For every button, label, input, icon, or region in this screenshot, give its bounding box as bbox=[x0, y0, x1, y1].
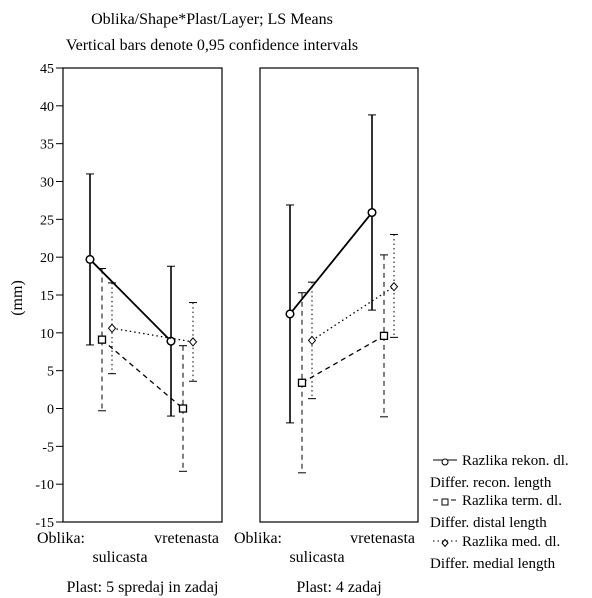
legend-label: Razlika term. dl. bbox=[462, 493, 562, 509]
chart-panels: Oblika: sulicasta vretenasta Plast: 5 spred… bbox=[37, 67, 419, 596]
series-line bbox=[289, 211, 373, 315]
chart-legend: Razlika rekon. dl. Differ. recon. length R… bbox=[430, 453, 569, 572]
panel-frame bbox=[62, 67, 223, 523]
data-point-diamond bbox=[307, 335, 317, 346]
y-tick-label: 20 bbox=[40, 251, 54, 266]
data-point-diamond bbox=[107, 323, 117, 334]
chart-panel: Oblika: sulicasta vretenasta Plast: 5 spred… bbox=[37, 67, 223, 596]
category-axis-label: Oblika: bbox=[37, 530, 85, 547]
category-label: sulicasta bbox=[289, 549, 344, 566]
y-tick-label: 45 bbox=[40, 62, 54, 77]
data-point-square bbox=[297, 378, 307, 387]
y-tick-label: 25 bbox=[40, 213, 54, 228]
legend-label: Differ. distal length bbox=[430, 515, 547, 531]
data-point-circle bbox=[166, 336, 176, 346]
data-point-square bbox=[178, 404, 188, 413]
data-point-square bbox=[379, 331, 389, 341]
y-tick-label: -10 bbox=[35, 478, 54, 493]
data-point-circle bbox=[85, 254, 95, 264]
y-tick-label: -5 bbox=[42, 440, 54, 455]
y-tick-label: -15 bbox=[35, 516, 54, 531]
y-tick-label: 15 bbox=[40, 289, 54, 304]
legend-label: Differ. recon. length bbox=[430, 475, 552, 491]
chart-subtitle: Vertical bars denote 0,95 confidence int… bbox=[66, 37, 358, 54]
legend-label: Razlika rekon. dl. bbox=[462, 453, 569, 469]
panel-label: Plast: 5 spredaj in zadaj bbox=[67, 579, 219, 596]
y-tick-label: 0 bbox=[47, 403, 54, 418]
data-point-square bbox=[97, 335, 107, 344]
chart-title: Oblika/Shape*Plast/Layer; LS Means bbox=[91, 11, 333, 28]
panel-label: Plast: 4 zadaj bbox=[296, 579, 381, 596]
series-line bbox=[311, 286, 395, 341]
legend-label: Razlika med. dl. bbox=[462, 534, 560, 550]
data-point-diamond bbox=[389, 281, 399, 292]
panel-frame bbox=[259, 67, 419, 523]
y-axis: 45 40 35 30 25 20 15 10 5 0 -5 -10 -15 bbox=[35, 62, 63, 531]
series-line bbox=[111, 327, 194, 343]
category-axis-label: Oblika: bbox=[234, 530, 282, 547]
category-label: vretenasta bbox=[350, 530, 415, 547]
legend-marker-circle bbox=[441, 458, 449, 466]
series-line bbox=[89, 258, 172, 342]
data-point-circle bbox=[367, 207, 377, 218]
series-line bbox=[301, 335, 385, 384]
category-label: sulicasta bbox=[92, 549, 147, 566]
data-point-circle bbox=[285, 309, 295, 319]
legend-marker-square bbox=[441, 498, 449, 506]
legend-marker-diamond bbox=[441, 538, 449, 548]
y-tick-label: 30 bbox=[40, 176, 54, 191]
legend-label: Differ. medial length bbox=[430, 556, 556, 572]
y-tick-label: 10 bbox=[40, 327, 54, 342]
y-tick-label: 5 bbox=[47, 365, 54, 380]
data-point-diamond bbox=[188, 337, 198, 347]
y-tick-label: 40 bbox=[40, 100, 54, 115]
y-axis-label: (mm) bbox=[9, 280, 26, 316]
y-tick-label: 35 bbox=[40, 138, 54, 153]
category-label: vretenasta bbox=[154, 530, 219, 547]
chart-panel: Oblika: sulicasta vretenasta Plast: 4 zadaj bbox=[234, 67, 419, 596]
